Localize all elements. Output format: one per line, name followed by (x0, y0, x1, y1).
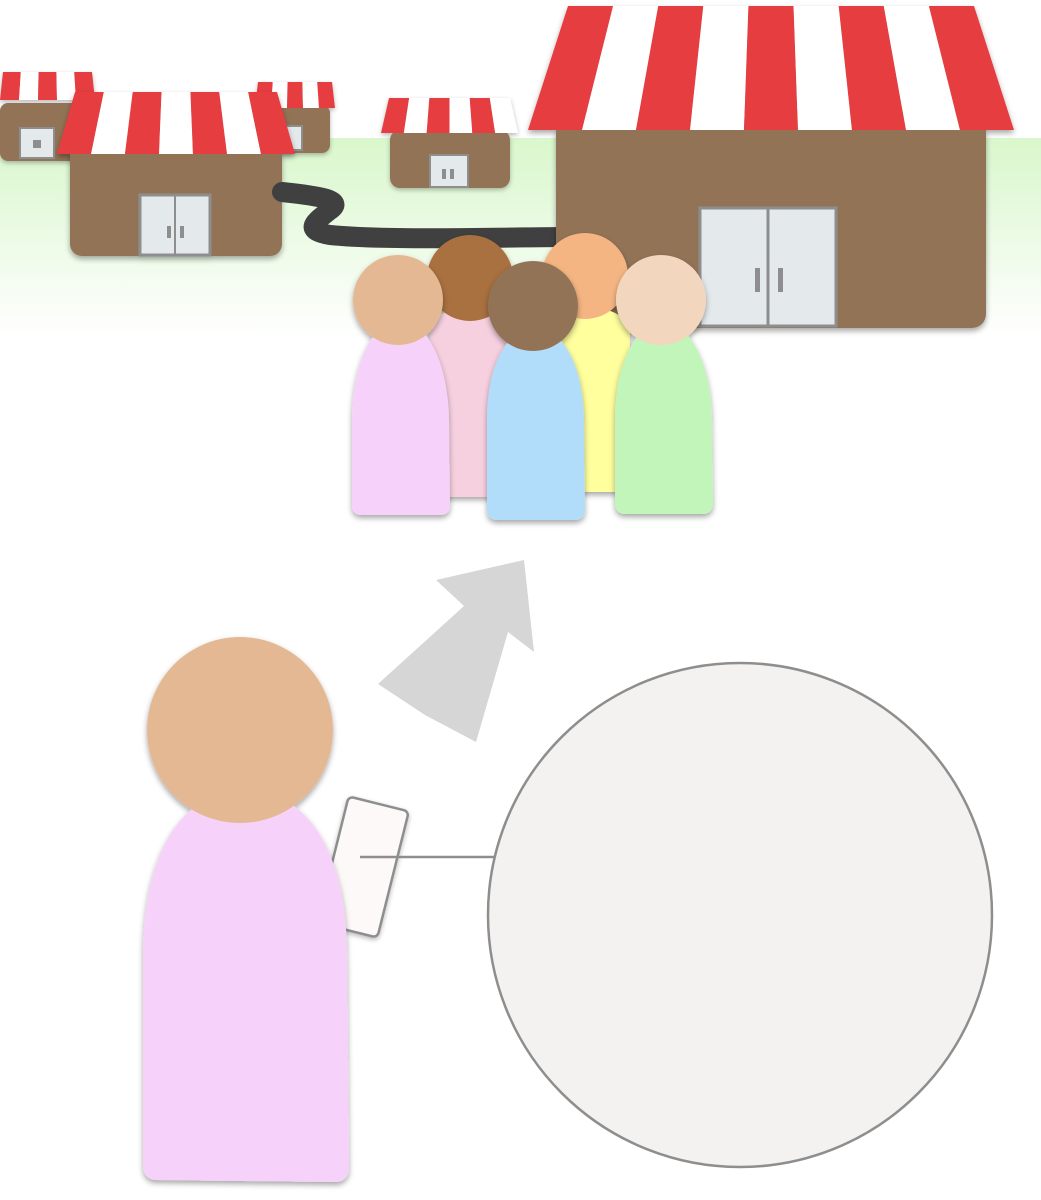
awning-stripe (56, 72, 76, 100)
awning-stripe (190, 92, 227, 154)
awning-stripe (38, 72, 57, 100)
awning-stripe (528, 6, 614, 130)
awning-stripe (469, 98, 496, 133)
awning-stripe (744, 6, 798, 130)
awning-stripe (403, 98, 430, 133)
awning-stripe (426, 98, 450, 133)
arrow-icon (378, 560, 534, 742)
crowd (352, 233, 713, 520)
awning-stripe (838, 6, 906, 130)
observer-person (143, 637, 409, 1182)
awning-stripe (489, 98, 518, 133)
shop-middle (381, 98, 518, 188)
person-dark-blue (487, 261, 585, 520)
shop-left (57, 92, 295, 257)
awning-stripe (19, 72, 39, 100)
speech-bubble (486, 661, 994, 1169)
person-light-green (615, 255, 713, 514)
awning-stripe (928, 6, 1014, 130)
awning-stripe (0, 72, 21, 100)
awning-stripe (159, 92, 193, 154)
awning-stripe (636, 6, 704, 130)
awning-stripe (381, 98, 410, 133)
awning-stripe (287, 82, 303, 108)
awning-stripe (793, 6, 852, 130)
awning-stripe (302, 82, 319, 108)
awning-stripe (125, 92, 162, 154)
awning-stripe (248, 92, 295, 154)
awning-stripe (57, 92, 104, 154)
awning-stripe (883, 6, 960, 130)
person-tan-lilac (352, 255, 450, 515)
awning-stripe (582, 6, 659, 130)
awning-stripe (690, 6, 749, 130)
awning-stripe (91, 92, 133, 154)
awning-stripe (317, 82, 335, 108)
awning-stripe (219, 92, 261, 154)
awning-stripe (449, 98, 473, 133)
